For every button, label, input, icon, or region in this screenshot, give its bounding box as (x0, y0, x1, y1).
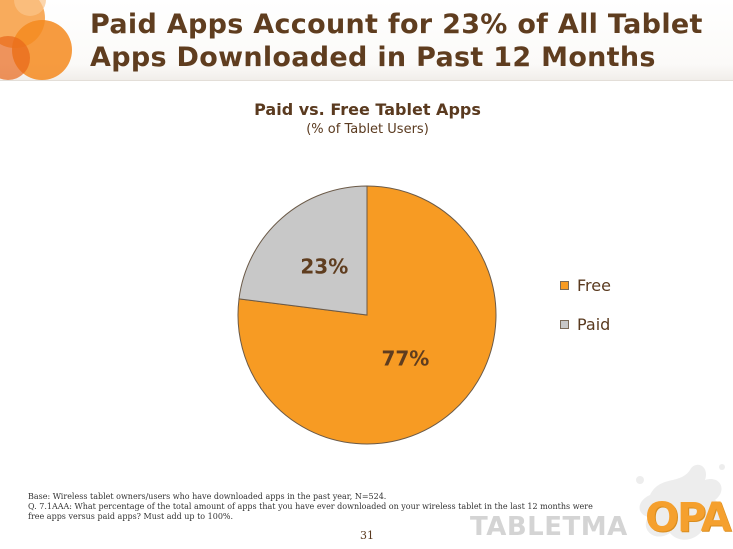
slide-title-line-2: Apps Downloaded in Past 12 Months (90, 42, 656, 73)
footnote-question: Q. 7.1AAA: What percentage of the total … (28, 502, 593, 511)
chart-subtitle: (% of Tablet Users) (306, 122, 429, 137)
chart-title: Paid vs. Free Tablet Apps (254, 100, 481, 119)
page-number: 31 (360, 529, 374, 542)
slide-title: Paid Apps Account for 23% of All Tablet … (90, 8, 720, 74)
tablet-watermark-text: TABLETMA (470, 512, 628, 542)
chart-legend: Free Paid (560, 276, 670, 346)
slide-title-line-1: Paid Apps Account for 23% of All Tablet (90, 9, 703, 40)
footnote-base: Base: Wireless tablet owners/users who h… (28, 492, 387, 501)
legend-swatch-paid (560, 320, 569, 329)
pie-slice-paid (238, 185, 368, 316)
decorative-circles-icon (0, 0, 72, 80)
pie-label-paid: 23% (300, 255, 348, 279)
legend-item-free: Free (560, 276, 670, 296)
legend-label-paid: Paid (577, 315, 611, 334)
legend-swatch-free (560, 281, 569, 290)
legend-label-free: Free (577, 276, 611, 295)
opa-logo: OPA (645, 495, 732, 541)
title-band: Paid Apps Account for 23% of All Tablet … (0, 0, 733, 81)
legend-item-paid: Paid (560, 315, 670, 335)
pie-label-free: 77% (381, 347, 429, 371)
footnotes: Base: Wireless tablet owners/users who h… (28, 492, 638, 522)
footnote-question-cont: free apps versus paid apps? Must add up … (28, 512, 234, 521)
pie-chart: 77% 23% (237, 185, 497, 445)
pie-slice-free (237, 185, 497, 445)
